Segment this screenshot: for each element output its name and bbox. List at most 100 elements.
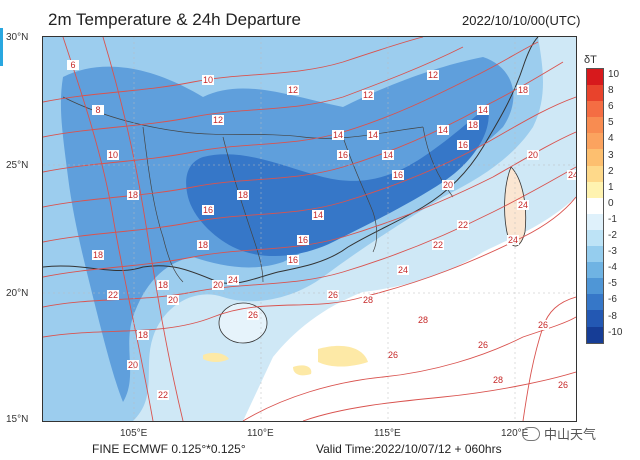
contour-label: 10 (203, 75, 213, 85)
warm-patch-3 (293, 365, 312, 376)
contour-label-bg (397, 265, 409, 275)
anomaly-core-field (186, 107, 489, 257)
legend-level-label: 3 (608, 149, 614, 161)
contour-label: 28 (493, 375, 503, 385)
legend-level-label: -3 (608, 246, 617, 258)
contour-label-bg (457, 140, 469, 150)
legend-swatch (587, 165, 603, 182)
contour-label: 14 (333, 130, 343, 140)
contour-label-bg (332, 130, 344, 140)
taiwan-island (504, 166, 527, 247)
contour-label: 26 (328, 290, 338, 300)
legend-swatch (587, 213, 603, 230)
warm-patch-1 (318, 345, 368, 367)
contour-label: 10 (108, 150, 118, 160)
contour-label-bg (212, 280, 224, 290)
legend-level-label: -1 (608, 213, 617, 225)
contour-label: 16 (203, 205, 213, 215)
legend-level-label: -5 (608, 278, 617, 290)
legend-swatch (587, 262, 603, 279)
contour-label-bg (507, 235, 519, 245)
legend-level-label: 2 (608, 165, 614, 177)
contour-label-bg (167, 295, 179, 305)
warm-patch-2 (203, 352, 229, 362)
contour-label-bg (127, 190, 139, 200)
legend-swatch (587, 117, 603, 134)
contour-label-bg (567, 170, 576, 180)
contour-label: 16 (393, 170, 403, 180)
legend-level-label: 8 (608, 85, 614, 97)
contour-label: 14 (368, 130, 378, 140)
contour-line (302, 371, 576, 421)
legend-level-label: -4 (608, 262, 617, 274)
contour-label: 14 (478, 105, 488, 115)
contour-label: 24 (518, 200, 528, 210)
contour-label: 22 (433, 240, 443, 250)
valid-time-caption: Valid Time:2022/10/07/12 + 060hrs (316, 442, 502, 456)
contour-label: 20 (443, 180, 453, 190)
legend-swatch (587, 133, 603, 150)
legend-level-label: -2 (608, 230, 617, 241)
legend-level-label: -8 (608, 310, 617, 322)
contour-label: 14 (383, 150, 393, 160)
contour-label-bg (477, 340, 489, 350)
contour-label-bg (417, 315, 429, 325)
contour-label: 20 (528, 150, 538, 160)
contour-label-bg (517, 85, 529, 95)
contour-label: 20 (213, 280, 223, 290)
legend-level-label: 5 (608, 117, 614, 129)
contour-label-bg (297, 235, 309, 245)
contour-label-bg (202, 205, 214, 215)
lon-label-115e: 115°E (374, 428, 401, 439)
legend-swatch (587, 69, 603, 86)
lat-label-30n: 30°N (6, 32, 29, 43)
contour-label: 18 (198, 240, 208, 250)
contour-label: 12 (213, 115, 223, 125)
legend-swatch (587, 229, 603, 247)
contour-label: 26 (388, 350, 398, 360)
model-caption: FINE ECMWF 0.125°*0.125° (92, 442, 246, 456)
contour-label-bg (287, 255, 299, 265)
contour-label: 14 (313, 210, 323, 220)
contour-label-bg (492, 375, 504, 385)
contour-line (43, 166, 576, 308)
map-panel[interactable]: 6 8 10 10 12 12 12 12 14 14 14 14 14 14 16 16 16 16 16 16 18… (42, 36, 577, 422)
contour-label-bg (312, 210, 324, 220)
contour-label: 24 (398, 265, 408, 275)
contour-label: 18 (138, 330, 148, 340)
contour-label: 26 (248, 310, 258, 320)
legend-level-label: 1 (608, 181, 614, 193)
legend-swatch (587, 149, 603, 166)
contour-label: 12 (363, 90, 373, 100)
contour-label: 18 (518, 85, 528, 95)
contour-label: 16 (338, 150, 348, 160)
contour-label: 26 (478, 340, 488, 350)
contour-label-bg (92, 250, 104, 260)
lat-label-20n: 20°N (6, 288, 29, 299)
contour-label-bg (517, 200, 529, 210)
contour-label-bg (382, 150, 394, 160)
legend-swatch (587, 181, 603, 198)
contour-label: 28 (418, 315, 428, 325)
lat-label-25n: 25°N (6, 160, 29, 171)
contour-label: 24 (568, 170, 576, 180)
contour-label-bg (127, 360, 139, 370)
contour-label: 6 (70, 60, 75, 70)
contour-label-bg (337, 150, 349, 160)
contour-label: 22 (158, 390, 168, 400)
contour-line (43, 131, 576, 278)
legend-swatch (587, 85, 603, 102)
legend-swatch (587, 101, 603, 118)
contour-label-bg (92, 105, 104, 115)
contour-label: 26 (538, 320, 548, 330)
contour-label: 20 (128, 360, 138, 370)
contour-label: 26 (558, 380, 568, 390)
contour-label-bg (362, 295, 374, 305)
contour-label-bg (457, 220, 469, 230)
province-border-2 (222, 136, 264, 283)
contour-label: 14 (438, 125, 448, 135)
watermark-text: 中山天气 (544, 427, 597, 442)
contour-label-bg (197, 240, 209, 250)
contour-label-bg (392, 170, 404, 180)
legend-level-label: 0 (608, 197, 614, 209)
